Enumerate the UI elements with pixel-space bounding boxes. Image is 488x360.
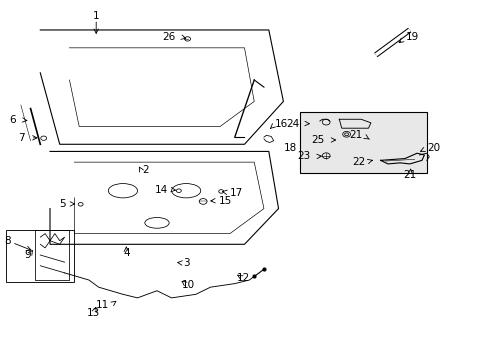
Text: 9: 9: [25, 250, 31, 260]
Text: 25: 25: [311, 135, 324, 145]
FancyBboxPatch shape: [300, 112, 426, 173]
Text: 3: 3: [183, 258, 189, 268]
Text: 16: 16: [274, 118, 287, 129]
Text: 23: 23: [297, 152, 310, 161]
Text: 18: 18: [283, 143, 296, 153]
Text: 6: 6: [9, 115, 16, 125]
Text: 22: 22: [351, 157, 365, 167]
Text: 15: 15: [219, 196, 232, 206]
Text: 2: 2: [142, 165, 149, 175]
Text: 1: 1: [93, 11, 100, 21]
Text: 14: 14: [154, 185, 167, 195]
Text: 19: 19: [405, 32, 418, 42]
Text: 13: 13: [87, 308, 100, 318]
Text: 17: 17: [229, 188, 243, 198]
Text: 12: 12: [236, 273, 249, 283]
Text: 5: 5: [60, 199, 66, 209]
Text: 10: 10: [182, 280, 195, 291]
Text: 20: 20: [427, 143, 440, 153]
Text: 7: 7: [18, 133, 25, 143]
FancyBboxPatch shape: [6, 230, 74, 282]
Text: 8: 8: [4, 236, 11, 246]
Text: 21: 21: [403, 170, 416, 180]
Text: 21: 21: [348, 130, 362, 140]
Text: 24: 24: [285, 118, 299, 129]
Text: 4: 4: [123, 248, 129, 258]
Text: 26: 26: [162, 32, 175, 42]
Text: 11: 11: [96, 300, 109, 310]
